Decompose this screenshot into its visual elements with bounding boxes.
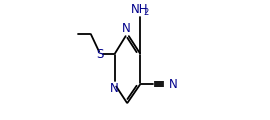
Text: NH: NH xyxy=(130,3,148,16)
Text: 2: 2 xyxy=(143,8,148,17)
Text: S: S xyxy=(96,48,104,60)
Text: N: N xyxy=(168,78,177,90)
Text: N: N xyxy=(110,82,118,95)
Text: N: N xyxy=(122,22,131,35)
